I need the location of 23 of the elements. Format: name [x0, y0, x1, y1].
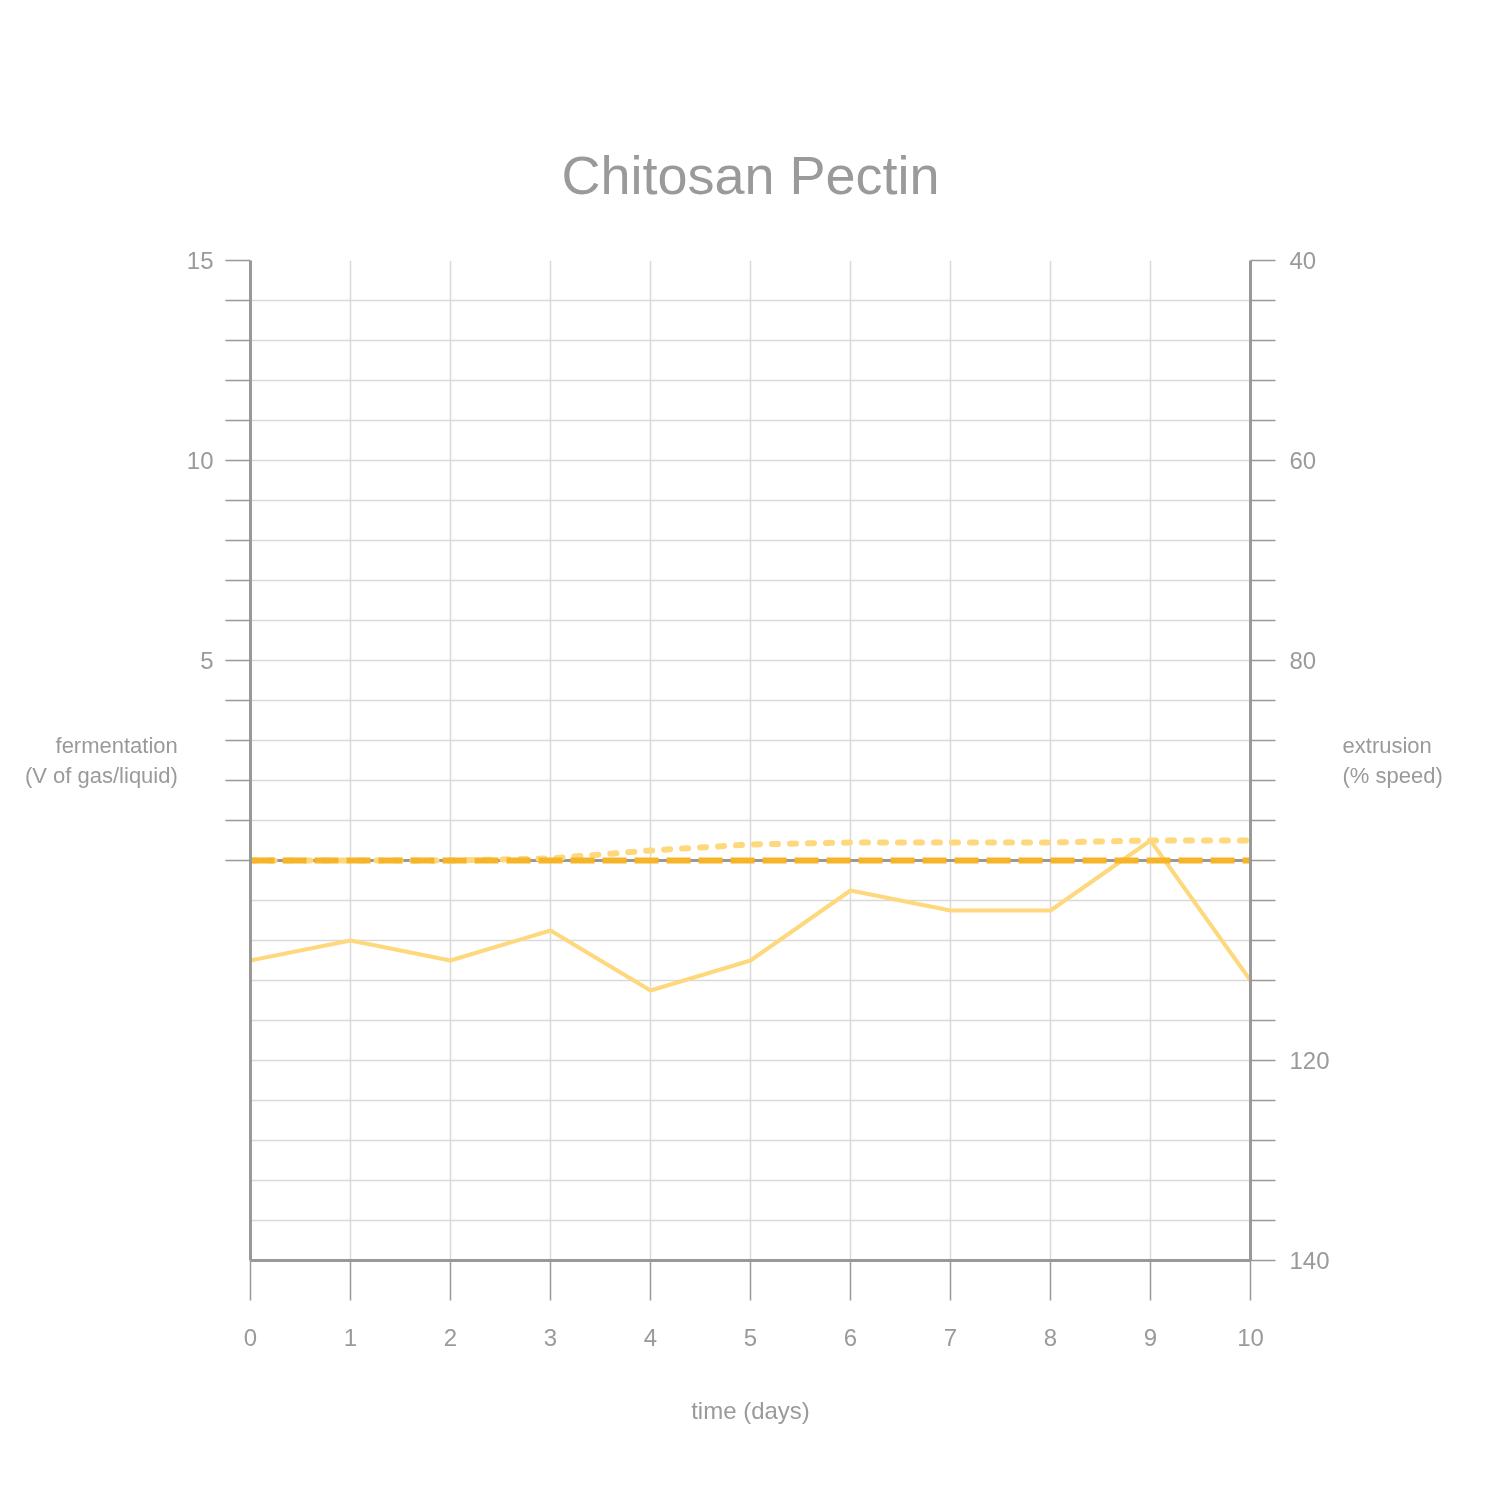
x-tick-label: 2: [443, 1323, 458, 1351]
x-tick-label: 0: [243, 1323, 258, 1351]
y-tick-label: 10: [186, 447, 214, 474]
x-tick-label: 6: [843, 1323, 858, 1351]
y2-tick-label: 80: [1289, 647, 1317, 674]
y2-tick-label: 120: [1289, 1047, 1330, 1074]
x-tick-label: 9: [1143, 1323, 1158, 1351]
x-tick-label: 3: [543, 1323, 558, 1351]
y-tick-label: 5: [200, 647, 214, 674]
x-tick-label: 10: [1237, 1323, 1264, 1351]
y-tick-label: 15: [186, 247, 214, 274]
x-tick-label: 7: [943, 1323, 958, 1351]
x-tick-label: 4: [643, 1323, 658, 1351]
y-axis-title: fermentation (V of gas/liquid): [24, 733, 178, 788]
y2-tick-label: 40: [1289, 247, 1317, 274]
x-tick-label: 8: [1043, 1323, 1058, 1351]
x-tick-label: 5: [743, 1323, 758, 1351]
x-axis-title: time (days): [691, 1396, 810, 1424]
y2-axis-title: extrusion (% speed): [1342, 733, 1443, 788]
x-tick-label: 1: [343, 1323, 358, 1351]
y2-tick-label: 60: [1289, 447, 1317, 474]
y2-tick-label: 140: [1289, 1247, 1330, 1274]
chart-title: Chitosan Pectin: [561, 144, 940, 205]
